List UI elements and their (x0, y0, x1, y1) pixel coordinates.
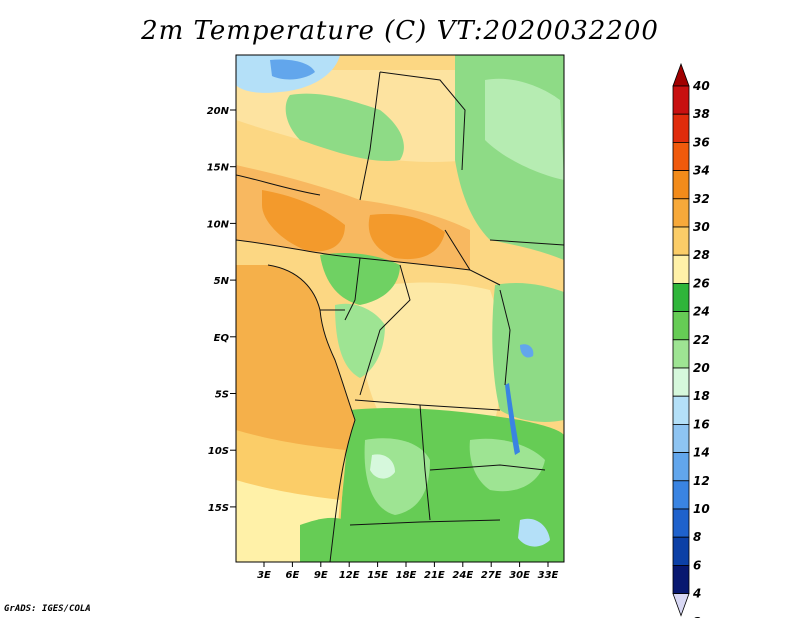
northwest-cold-core (270, 59, 315, 80)
colorbar-swatch (672, 113, 690, 143)
colorbar-label: 16 (693, 417, 710, 431)
central-africa-green (320, 253, 400, 305)
colorbar-swatch (672, 339, 690, 369)
colorbar-label: 22 (693, 333, 710, 347)
colorbar-swatch (672, 536, 690, 566)
lat-label: 15S (208, 503, 229, 514)
colorbar-label: 10 (693, 502, 710, 516)
colorbar-swatch (672, 198, 690, 228)
colorbar-top-arrow (672, 62, 690, 87)
colorbar-label: 26 (693, 276, 710, 290)
lat-label: 10N (207, 219, 230, 230)
lon-label: 9E (314, 570, 328, 581)
colorbar-label: 32 (693, 192, 710, 206)
colorbar-swatch (672, 282, 690, 312)
lake-tanganyika (505, 383, 520, 455)
ocean-southeast-green (300, 517, 345, 562)
colorbar-label: 38 (693, 107, 710, 121)
lon-label: 30E (509, 570, 530, 581)
colorbar-label: 14 (693, 446, 710, 460)
colorbar-swatch (672, 565, 690, 595)
colorbar-label: 20 (693, 361, 710, 375)
lat-label: 10S (208, 446, 229, 457)
colorbar-label: 18 (693, 389, 710, 403)
lon-label: 3E (257, 570, 271, 581)
southeast-cool-spot (518, 518, 550, 547)
colorbar-swatch (672, 423, 690, 453)
colorbar-swatch (672, 508, 690, 538)
colorbar-label: 8 (693, 530, 701, 544)
colorbar-label: 24 (693, 305, 710, 319)
colorbar-label: 40 (692, 79, 710, 93)
congo-basin-warm (358, 282, 502, 429)
lake-victoria (520, 344, 534, 358)
lon-label: 6E (286, 570, 300, 581)
lon-label: 15E (367, 570, 388, 581)
colorbar-label: 28 (693, 248, 710, 262)
grads-credit: GrADS: IGES/COLA (4, 604, 91, 614)
colorbar-label: 4 (692, 587, 701, 601)
gabon-green (335, 303, 385, 378)
colorbar-bottom-arrow (672, 593, 690, 617)
zambia-cool (469, 438, 545, 492)
map-field (236, 55, 564, 562)
lon-label: 12E (339, 570, 360, 581)
map-frame (235, 54, 565, 563)
country-borders (236, 71, 564, 562)
lat-label: 15N (207, 163, 230, 174)
lon-label: 24E (452, 570, 473, 581)
lon-label: 27E (481, 570, 502, 581)
lon-label: 18E (396, 570, 417, 581)
colorbar-label: 6 (693, 558, 701, 572)
north-central-green (285, 93, 404, 161)
colorbar-swatch (672, 170, 690, 200)
lon-label: 33E (538, 570, 559, 581)
map-title: 2m Temperature (C) VT:2020032200 (141, 16, 659, 46)
colorbar-label: 36 (693, 135, 710, 149)
colorbar-swatch (672, 311, 690, 341)
colorbar-label: 12 (693, 474, 710, 488)
colorbar-swatch (672, 141, 690, 171)
longitude-axis: 3E 6E 9E 12E 15E 18E 21E 24E 27E 30E 33E (257, 562, 559, 581)
northeast-cool (485, 78, 564, 180)
colorbar-swatch (672, 85, 690, 115)
colorbar-swatch (672, 395, 690, 425)
colorbar-swatch (672, 480, 690, 510)
lat-label: 5N (214, 276, 230, 287)
angola-cool-spot (370, 454, 395, 479)
colorbar-swatch (672, 254, 690, 284)
hot-core-west (262, 190, 345, 252)
latitude-axis: 20N 15N 10N 5N EQ 5S 10S 15S (207, 106, 236, 514)
hot-core-east (368, 213, 445, 260)
colorbar-swatch (672, 226, 690, 256)
colorbar-label: 34 (693, 164, 710, 178)
lat-label: EQ (214, 333, 230, 344)
colorbar-label: 2 (693, 615, 701, 618)
lat-label: 20N (207, 106, 230, 117)
colorbar-swatch (672, 452, 690, 482)
colorbar-swatch (672, 367, 690, 397)
lon-label: 21E (424, 570, 445, 581)
colorbar-label: 30 (693, 220, 710, 234)
lat-label: 5S (215, 390, 229, 401)
colorbar: 40 38 36 34 32 30 28 26 24 22 20 18 16 14 12 10 8 6 4 2 (672, 62, 710, 618)
